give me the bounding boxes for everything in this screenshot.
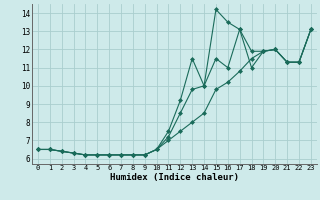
X-axis label: Humidex (Indice chaleur): Humidex (Indice chaleur) (110, 173, 239, 182)
